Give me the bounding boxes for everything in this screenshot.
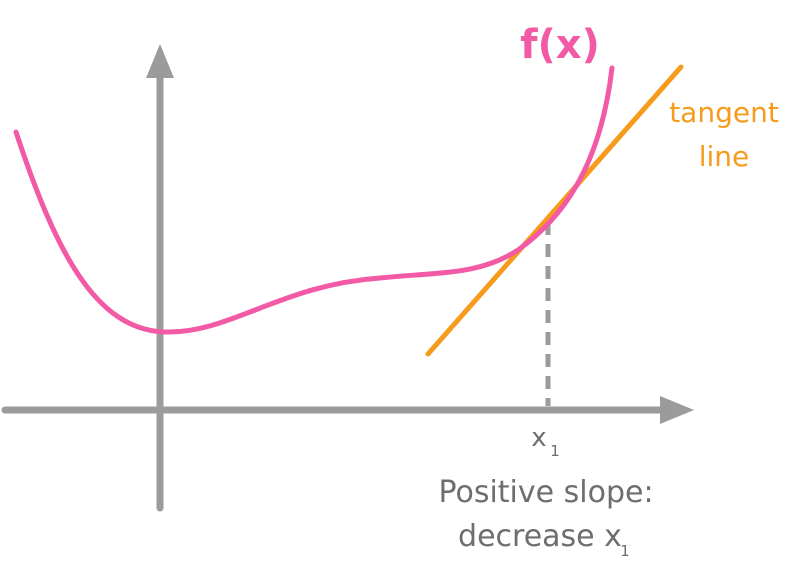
tangent-label-line1: tangent [669,96,779,129]
function-curve [13,65,615,335]
tangent-line [425,64,684,357]
function-label: f(x) [520,22,600,68]
tangent-label-line2: line [699,140,750,173]
point-label: x [531,423,546,453]
point-label-subscript: 1 [550,442,560,460]
caption-line2: decrease x [458,519,622,554]
caption-line2-subscript: 1 [620,542,630,560]
y-axis-arrowhead [146,44,174,78]
caption-line1: Positive slope: [438,475,653,510]
x-axis-arrowhead [660,396,694,424]
